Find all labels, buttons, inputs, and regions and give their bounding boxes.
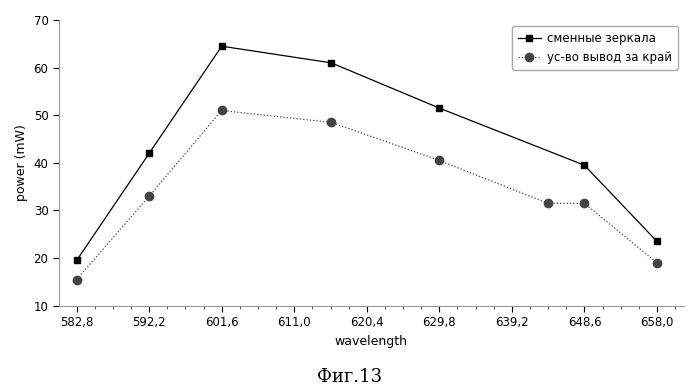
- Line: ус-во вывод за край: ус-во вывод за край: [73, 106, 661, 284]
- ус-во вывод за край: [544, 201, 552, 206]
- ус-во вывод за край: [435, 158, 444, 163]
- сменные зеркала: [327, 60, 336, 65]
- Text: Фиг.13: Фиг.13: [317, 368, 382, 386]
- X-axis label: wavelength: wavelength: [335, 335, 408, 348]
- Y-axis label: power (mW): power (mW): [15, 124, 28, 201]
- Line: сменные зеркала: сменные зеркала: [73, 43, 661, 264]
- Legend: сменные зеркала, ус-во вывод за край: сменные зеркала, ус-во вывод за край: [512, 26, 678, 69]
- сменные зеркала: [580, 163, 589, 168]
- ус-во вывод за край: [580, 201, 589, 206]
- сменные зеркала: [653, 239, 661, 244]
- ус-во вывод за край: [73, 277, 81, 282]
- ус-во вывод за край: [653, 261, 661, 265]
- сменные зеркала: [145, 151, 153, 156]
- ус-во вывод за край: [145, 194, 153, 199]
- ус-во вывод за край: [217, 108, 226, 113]
- ус-во вывод за край: [327, 120, 336, 125]
- сменные зеркала: [73, 258, 81, 263]
- сменные зеркала: [217, 44, 226, 48]
- сменные зеркала: [435, 106, 444, 110]
